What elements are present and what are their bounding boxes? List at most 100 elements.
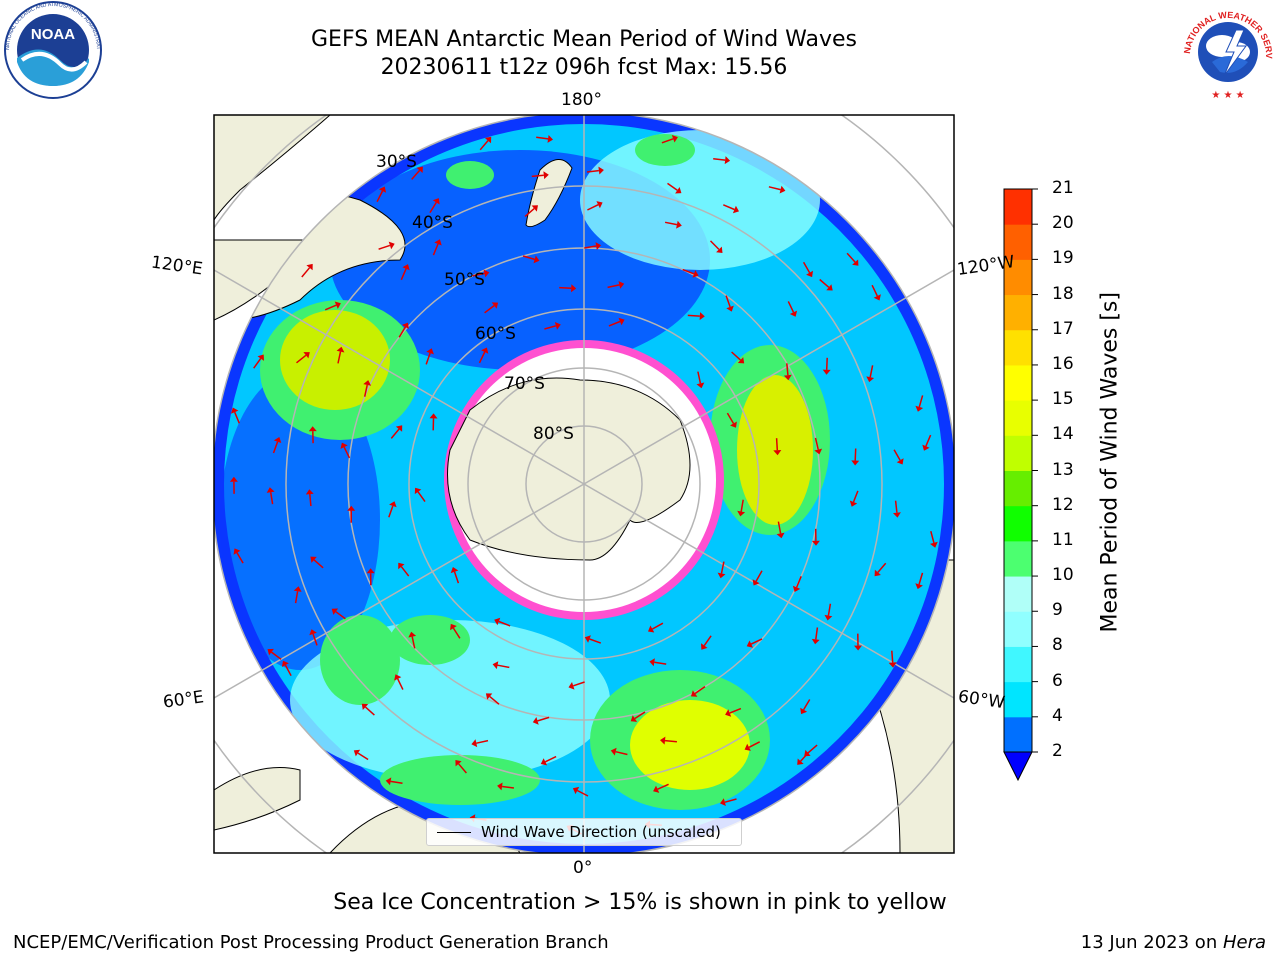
legend-label: Wind Wave Direction (unscaled) bbox=[481, 823, 721, 841]
wave-arrow-head bbox=[429, 413, 438, 419]
wave-arrow bbox=[697, 371, 702, 384]
wave-arrow bbox=[664, 221, 678, 226]
wave-arrow-head bbox=[854, 645, 862, 651]
wave-arrow-head bbox=[649, 658, 655, 667]
colorbar-segment bbox=[1004, 224, 1032, 260]
wave-arrow-head bbox=[648, 625, 655, 633]
sea-ice-note: Sea Ice Concentration > 15% is shown in … bbox=[333, 890, 947, 915]
wave-arrow bbox=[584, 245, 597, 249]
wave-arrow bbox=[425, 352, 431, 365]
colorbar-tick-label: 16 bbox=[1052, 353, 1074, 374]
wave-arrow-head bbox=[471, 739, 478, 748]
wave-arrow bbox=[652, 622, 664, 630]
wave-arrow bbox=[667, 182, 678, 191]
wave-arrow-head bbox=[229, 476, 238, 482]
wave-arrow-head bbox=[414, 487, 422, 495]
wave-arrow-head bbox=[716, 246, 723, 253]
wave-arrow-head bbox=[692, 270, 699, 278]
colorbar-segment bbox=[1004, 681, 1032, 718]
lon-label-180: 180° bbox=[561, 90, 602, 110]
wave-arrow bbox=[458, 763, 467, 774]
colorbar-segment bbox=[1004, 364, 1032, 401]
wave-arrow-head bbox=[331, 608, 339, 615]
wave-arrow-head bbox=[408, 631, 417, 638]
wave-arrow-head bbox=[450, 567, 459, 574]
wave-arrow-head bbox=[485, 693, 493, 700]
wave-arrow-head bbox=[724, 156, 731, 165]
wave-arrow-head bbox=[873, 294, 881, 301]
wave-arrow bbox=[478, 351, 486, 364]
svg-text:★ ★ ★: ★ ★ ★ bbox=[1211, 90, 1244, 101]
wave-arrow bbox=[497, 664, 510, 669]
wave-arrow-head bbox=[340, 442, 348, 449]
wave-arrow bbox=[253, 358, 262, 369]
wave-arrow bbox=[576, 789, 589, 797]
wave-arrow-head bbox=[696, 382, 705, 389]
wave-arrow-head bbox=[491, 302, 499, 309]
wave-arrow bbox=[398, 326, 407, 338]
wave-arrow bbox=[587, 204, 599, 211]
nws-logo: NATIONAL WEATHER SERVICE ★ ★ ★ bbox=[1176, 0, 1276, 101]
wave-arrow bbox=[324, 304, 337, 311]
wave-arrow bbox=[522, 255, 535, 261]
wave-arrow bbox=[411, 169, 421, 180]
wave-arrow-head bbox=[653, 785, 660, 793]
wave-arrow bbox=[786, 363, 789, 376]
wave-arrow bbox=[654, 661, 667, 665]
wave-arrow bbox=[484, 305, 495, 314]
wave-arrow-head bbox=[394, 674, 402, 681]
wave-arrow-head bbox=[483, 269, 490, 278]
wave-arrow-head bbox=[866, 376, 875, 383]
colorbar-under-arrow bbox=[1003, 751, 1033, 782]
wave-arrow bbox=[871, 284, 878, 297]
colorbar-tick-label: 15 bbox=[1052, 389, 1074, 410]
wave-arrow bbox=[376, 190, 384, 203]
wave-arrow bbox=[608, 320, 621, 327]
wave-arrow-head bbox=[395, 425, 403, 432]
wave-arrow-head bbox=[309, 629, 317, 636]
wave-arrow bbox=[787, 301, 795, 313]
wave-arrow-head bbox=[746, 640, 753, 648]
colorbar bbox=[1003, 188, 1038, 782]
wave-arrow-head bbox=[915, 405, 924, 412]
wave-arrow-head bbox=[492, 661, 499, 670]
wave-arrow-head bbox=[732, 205, 739, 214]
wave-arrow-head bbox=[852, 259, 859, 266]
wave-arrow-head bbox=[610, 747, 617, 756]
footer-date: 13 Jun 2023 on Hera bbox=[1081, 932, 1266, 953]
colorbar-segment bbox=[1004, 259, 1032, 296]
wave-arrow-head bbox=[455, 760, 462, 767]
wave-arrow-head bbox=[584, 635, 591, 643]
wave-arrow-head bbox=[776, 532, 785, 539]
wave-arrow bbox=[312, 633, 318, 646]
wave-arrow bbox=[877, 562, 887, 573]
wave-arrow-head bbox=[497, 782, 503, 791]
wave-arrow bbox=[775, 438, 779, 451]
wave-arrow bbox=[269, 492, 274, 505]
wave-arrow-head bbox=[811, 540, 820, 546]
wave-arrow bbox=[748, 741, 761, 748]
wave-arrow-head bbox=[618, 281, 625, 289]
wave-arrow-head bbox=[402, 264, 410, 271]
wave-arrow bbox=[825, 357, 828, 370]
colorbar-tick-label: 13 bbox=[1052, 459, 1074, 480]
wave-arrow-head bbox=[434, 239, 442, 246]
wave-arrow bbox=[634, 711, 646, 720]
wave-arrow bbox=[802, 699, 811, 711]
colorbar-tick-label: 18 bbox=[1052, 283, 1074, 304]
colorbar-tick-label: 12 bbox=[1052, 494, 1074, 515]
wave-arrow bbox=[750, 638, 763, 645]
wave-arrow-head bbox=[543, 171, 549, 180]
wave-arrow bbox=[709, 240, 720, 250]
wave-arrow bbox=[891, 650, 894, 663]
wave-arrow-head bbox=[388, 241, 395, 250]
wave-arrow-head bbox=[893, 512, 901, 518]
wave-arrow bbox=[476, 739, 489, 744]
wave-arrow bbox=[400, 566, 410, 577]
colorbar-tick-label: 19 bbox=[1052, 248, 1074, 269]
wave-arrow bbox=[234, 411, 240, 424]
wave-arrow-head bbox=[660, 736, 666, 745]
wave-arrow bbox=[544, 325, 557, 330]
wave-arrow-head bbox=[717, 572, 726, 579]
